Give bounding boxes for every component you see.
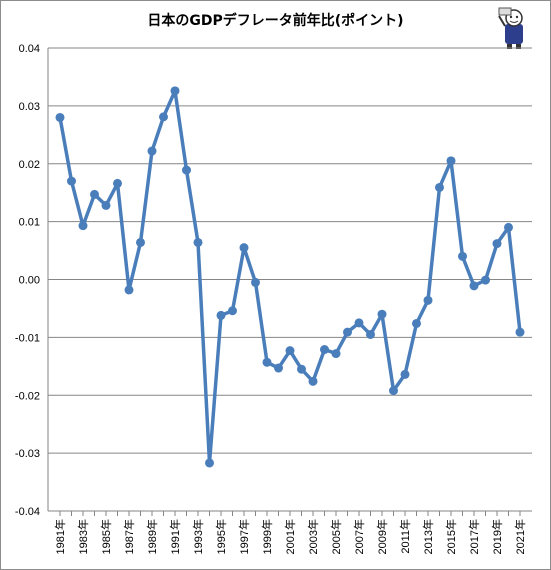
x-tick-label: 2017年 (467, 519, 481, 554)
data-point (320, 345, 329, 355)
y-tick-label: 0.00 (19, 275, 40, 287)
data-point (389, 386, 398, 396)
data-point (308, 376, 318, 386)
data-point (170, 86, 180, 96)
x-tick-label: 1991年 (168, 519, 182, 554)
data-point (366, 329, 375, 339)
data-point (193, 237, 203, 247)
x-tick-label: 2013年 (421, 519, 435, 554)
data-point (412, 318, 421, 328)
data-point (228, 306, 237, 316)
data-point (354, 318, 364, 328)
data-point (101, 200, 111, 210)
y-tick-label: 0.03 (19, 101, 40, 113)
data-point (239, 243, 249, 253)
data-point (159, 112, 168, 122)
data-point (251, 277, 260, 287)
data-point (285, 346, 295, 356)
data-point (78, 221, 88, 231)
x-tick-label: 2001年 (283, 519, 297, 554)
x-tick-label: 1981年 (53, 519, 67, 554)
data-point (400, 369, 410, 379)
data-point (469, 281, 479, 291)
data-point (55, 112, 65, 122)
data-point (147, 146, 157, 156)
data-point (331, 349, 341, 359)
x-tick-label: 1995年 (214, 519, 228, 554)
mascot-logo (498, 7, 523, 49)
x-tick-label: 1989年 (145, 519, 159, 554)
x-tick-label: 2007年 (352, 519, 366, 554)
data-point (274, 363, 283, 373)
data-point (205, 458, 214, 468)
data-point (90, 189, 99, 199)
y-tick-label: -0.01 (15, 332, 40, 344)
x-tick-label: 1987年 (122, 519, 136, 554)
y-tick-label: 0.02 (19, 159, 40, 171)
data-point (377, 309, 387, 319)
x-tick-label: 2011年 (398, 519, 412, 554)
data-point (435, 182, 444, 192)
data-point (182, 165, 191, 175)
y-tick-label: 0.01 (19, 217, 40, 229)
data-point (492, 239, 502, 249)
x-tick-label: 1983年 (76, 519, 90, 554)
x-tick-label: 2015年 (444, 519, 458, 554)
data-point (124, 285, 134, 295)
y-tick-label: -0.02 (15, 390, 40, 402)
data-point (481, 275, 490, 285)
y-tick-label: -0.04 (15, 506, 40, 518)
x-tick-label: 1993年 (191, 519, 205, 554)
data-point (458, 251, 467, 261)
data-point (67, 176, 76, 186)
y-tick-label: 0.04 (19, 43, 40, 55)
x-tick-label: 2021年 (513, 519, 527, 554)
x-tick-label: 2019年 (490, 519, 504, 554)
data-point (262, 357, 272, 367)
data-point (216, 310, 226, 320)
x-tick-label: 1997年 (237, 519, 251, 554)
data-point (423, 295, 433, 305)
data-point (343, 327, 352, 337)
data-point (136, 237, 145, 247)
x-tick-label: 1999年 (260, 519, 274, 554)
data-point (113, 178, 122, 188)
x-tick-label: 1985年 (99, 519, 113, 554)
data-point (504, 222, 513, 232)
series-line (58, 89, 522, 465)
chart-title: 日本のGDPデフレータ前年比(ポイント) (147, 13, 404, 29)
data-point (297, 364, 306, 374)
x-tick-label: 2003年 (306, 519, 320, 554)
y-tick-label: -0.03 (15, 448, 40, 460)
data-point (446, 156, 456, 166)
data-point (515, 327, 525, 337)
x-tick-label: 2009年 (375, 519, 389, 554)
x-tick-label: 2005年 (329, 519, 343, 554)
